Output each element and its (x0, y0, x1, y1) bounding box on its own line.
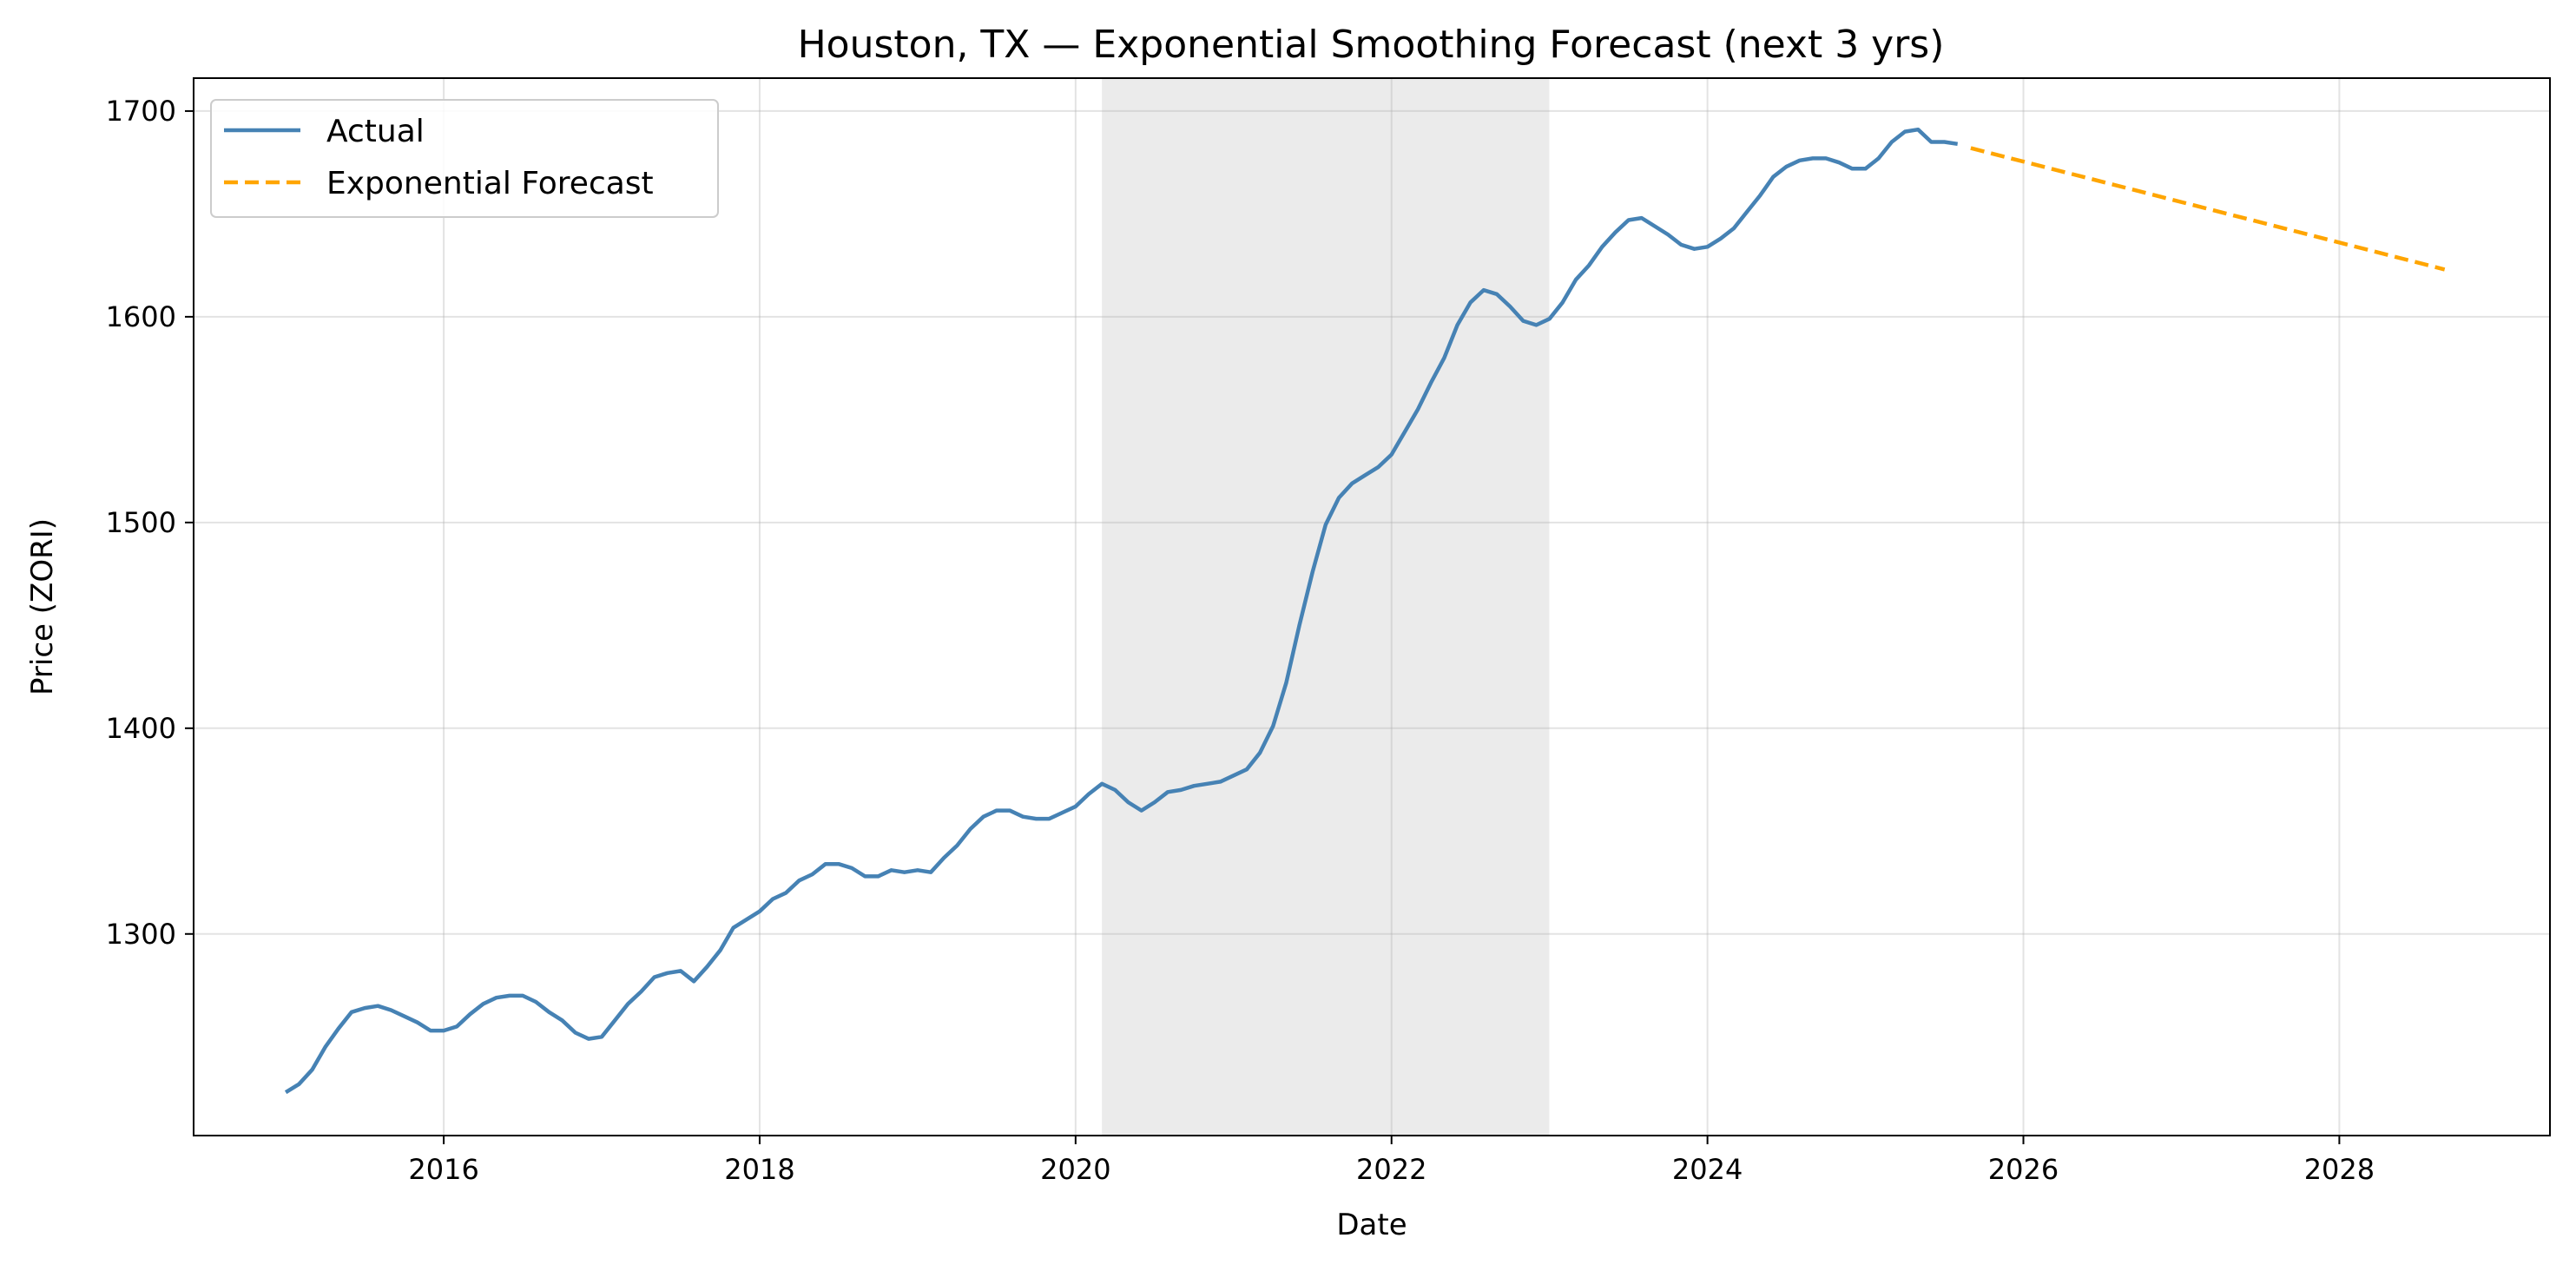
x-tick-label: 2016 (408, 1153, 478, 1186)
y-axis: 1300 1400 1500 1600 1700 (106, 95, 194, 951)
x-tick-label: 2026 (1988, 1153, 2059, 1186)
x-tick-label: 2024 (1672, 1153, 1743, 1186)
legend-label-forecast: Exponential Forecast (326, 166, 654, 201)
x-tick-label: 2020 (1040, 1153, 1110, 1186)
x-tick-label: 2028 (2304, 1153, 2375, 1186)
series-line-actual (284, 127, 1959, 1095)
shaded-region (1102, 78, 1550, 1136)
grid-layer (194, 78, 2550, 1136)
y-tick-label: 1400 (106, 712, 176, 745)
y-tick-label: 1500 (106, 506, 176, 539)
plot-frame (193, 77, 2551, 1136)
chart-title: Houston, TX — Exponential Smoothing Fore… (798, 23, 1945, 67)
y-tick-label: 1600 (106, 300, 176, 333)
plot-area (193, 77, 2551, 1136)
x-tick-label: 2018 (724, 1153, 794, 1186)
series-layer (284, 127, 2446, 1095)
plot-background (194, 78, 2550, 1136)
legend: Actual Exponential Forecast (210, 99, 719, 218)
legend-box (210, 99, 719, 218)
x-axis: 2016 2018 2020 2022 2024 2026 2028 (408, 1136, 2375, 1186)
y-tick-label: 1700 (106, 95, 176, 128)
legend-label-actual: Actual (326, 114, 425, 149)
y-tick-label: 1300 (106, 918, 176, 951)
shaded-region-layer (1102, 78, 1550, 1136)
x-axis-label: Date (1336, 1208, 1407, 1242)
series-line-forecast (1970, 146, 2446, 272)
x-tick-label: 2022 (1356, 1153, 1426, 1186)
y-axis-label: Price (ZORI) (25, 518, 60, 695)
